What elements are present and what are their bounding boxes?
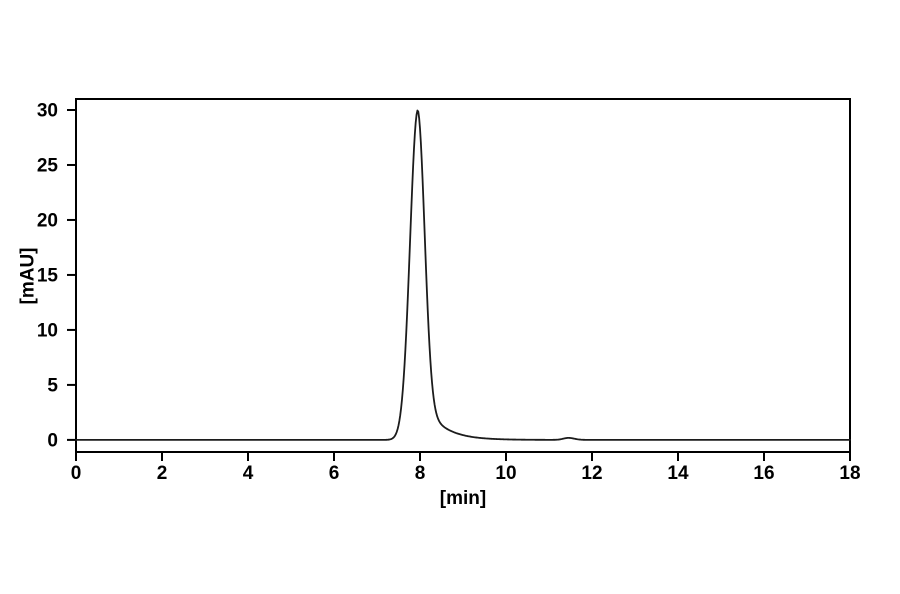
y-axis-tick-labels: 0 5 10 15 20 25 30 xyxy=(37,101,59,452)
y-tick-label: 20 xyxy=(37,211,58,232)
y-tick-label: 0 xyxy=(47,431,58,452)
x-tick-label: 16 xyxy=(753,463,774,484)
x-tick-label: 0 xyxy=(71,463,82,484)
y-axis-ticks xyxy=(67,108,76,441)
y-tick-label: 25 xyxy=(37,156,59,177)
y-tick-label: 10 xyxy=(37,321,58,342)
y-tick-label: 30 xyxy=(37,101,58,122)
x-tick-label: 12 xyxy=(581,463,602,484)
x-tick-label: 4 xyxy=(243,463,254,484)
x-axis-title: [min] xyxy=(440,488,486,509)
x-tick-label: 10 xyxy=(495,463,516,484)
x-axis-tick-labels: 0 2 4 6 8 10 12 14 16 18 xyxy=(71,463,861,484)
x-tick-label: 6 xyxy=(329,463,340,484)
x-tick-label: 14 xyxy=(667,463,689,484)
plot-box xyxy=(75,98,851,453)
plot-box-group xyxy=(75,98,851,453)
x-axis-ticks xyxy=(75,452,851,461)
x-tick-label: 18 xyxy=(839,463,860,484)
y-axis-title: [mAU] xyxy=(18,248,39,305)
x-tick-label: 8 xyxy=(415,463,426,484)
signal-trace-group xyxy=(75,109,851,441)
x-tick-label: 2 xyxy=(157,463,168,484)
signal-trace xyxy=(75,109,851,441)
y-tick-label: 15 xyxy=(37,266,59,287)
y-tick-label: 5 xyxy=(47,376,58,397)
